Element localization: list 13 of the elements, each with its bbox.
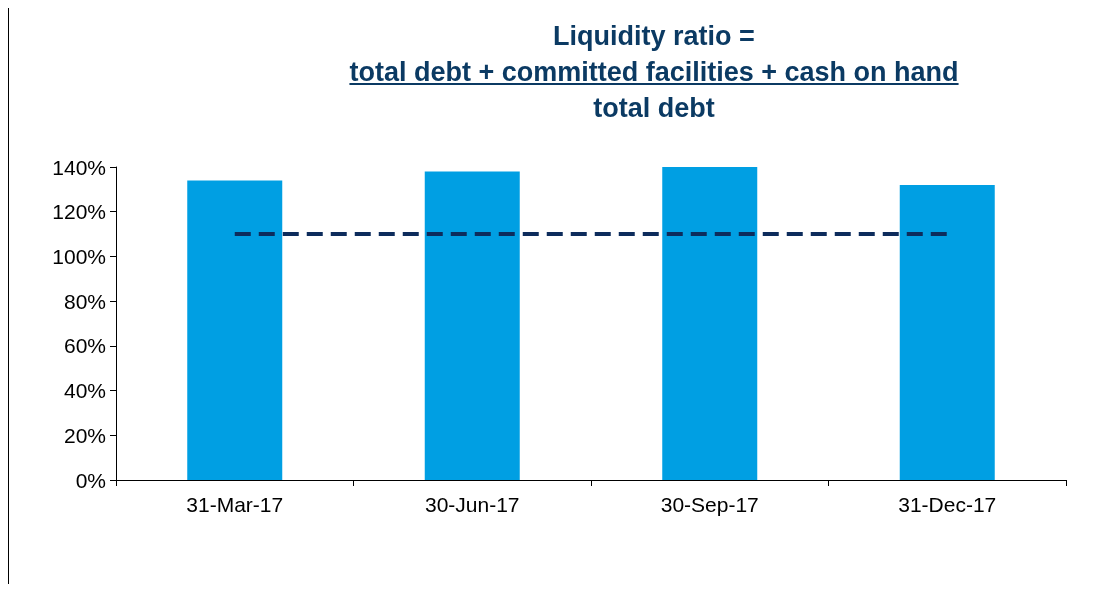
y-tick-label: 120% [52, 200, 106, 224]
x-tick-label: 31-Mar-17 [186, 493, 284, 516]
y-tick-label: 0% [75, 468, 106, 492]
chart-title: Liquidity ratio = total debt + committed facilities + cash on hand total debt [349, 21, 959, 123]
y-tick-label: 60% [63, 334, 106, 358]
y-tick-label: 20% [63, 423, 106, 447]
y-tick-label: 40% [63, 379, 106, 403]
y-tick-label: 80% [63, 289, 106, 313]
y-tick-label: 140% [52, 155, 106, 179]
y-tick-label: 100% [52, 244, 106, 268]
x-tick-label: 30-Jun-17 [424, 493, 520, 516]
x-tick-label: 31-Dec-17 [898, 493, 997, 516]
x-tick-label: 30-Sep-17 [660, 493, 759, 516]
